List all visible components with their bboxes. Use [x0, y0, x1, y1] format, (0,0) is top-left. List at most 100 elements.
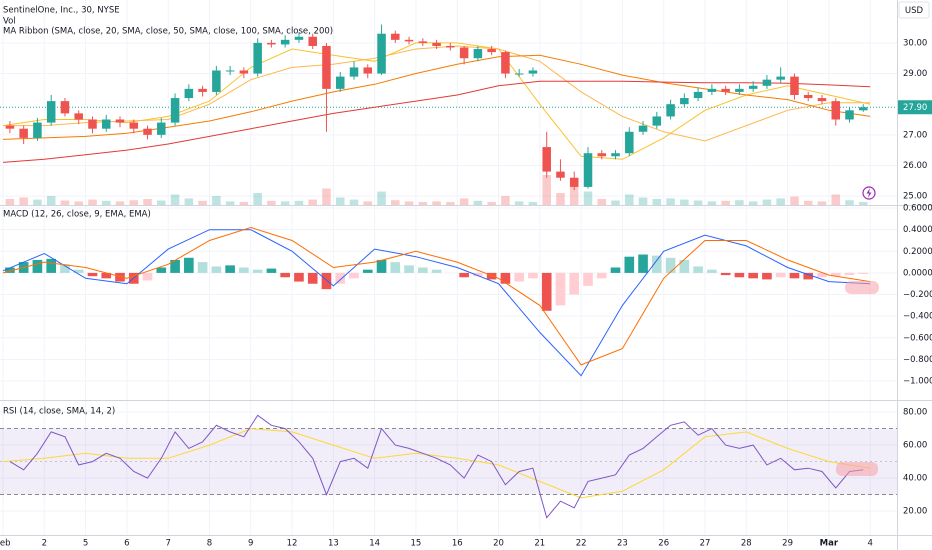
candle-body	[184, 88, 194, 99]
volume-bar	[625, 194, 634, 205]
last-price-box	[898, 100, 932, 115]
candle-body	[19, 128, 28, 138]
volume-bar	[845, 200, 854, 205]
volume-bar	[308, 199, 317, 205]
histogram-bar	[390, 262, 401, 273]
symbol-title: SentinelOne, Inc., 30, NYSE	[3, 6, 120, 16]
x-tick-label: 14	[369, 539, 380, 549]
candle-body	[101, 119, 111, 129]
candle-body	[253, 42, 262, 74]
histogram-bar	[583, 272, 593, 286]
volume-bar	[253, 193, 262, 205]
x-tick-label: 12	[287, 539, 298, 549]
volume-bar	[198, 200, 207, 205]
histogram-bar	[473, 272, 483, 277]
candle-body	[335, 76, 345, 89]
volume-bar	[790, 196, 799, 205]
candle-body	[831, 101, 841, 120]
volume-bar	[556, 193, 565, 205]
volume-bar	[762, 199, 772, 205]
histogram-bar	[555, 272, 566, 306]
volume-bar	[473, 200, 483, 205]
candle-body	[198, 88, 207, 92]
histogram-bar	[569, 272, 580, 295]
y-tick-label: −0.8000	[903, 355, 932, 365]
volume-bar	[487, 202, 496, 205]
candle-body	[845, 110, 854, 120]
x-tick-label: 27	[700, 539, 711, 549]
volume-bar	[446, 202, 455, 205]
volume-bar	[432, 201, 441, 205]
candle-body	[735, 88, 744, 92]
y-tick-label: 25.00	[903, 192, 927, 202]
volume-bar	[803, 200, 813, 205]
histogram-bar	[239, 267, 249, 273]
candle-body	[625, 131, 634, 154]
volume-bar	[294, 200, 304, 205]
volume-bar	[652, 199, 662, 205]
x-tick-label: 21	[534, 539, 545, 549]
y-tick-label: 0.0000	[903, 268, 932, 278]
volume-bar	[817, 201, 827, 205]
y-tick-label: 40.00	[903, 474, 927, 484]
x-tick-label: 9	[248, 539, 253, 549]
highlight	[845, 281, 879, 294]
currency-box[interactable]	[898, 1, 930, 19]
x-tick-label: 6	[124, 539, 129, 549]
y-tick-label: 60.00	[903, 441, 927, 451]
x-tick-label: 20	[493, 539, 504, 549]
candle-body	[707, 88, 717, 92]
x-tick-label: 29	[782, 539, 793, 549]
candle-body	[33, 122, 42, 138]
histogram-bar	[707, 269, 717, 273]
volume-bar	[115, 201, 125, 205]
histogram-bar	[115, 272, 125, 282]
histogram-bar	[211, 266, 222, 273]
histogram-bar	[803, 272, 814, 280]
candle-body	[170, 98, 180, 123]
histogram-bar	[459, 272, 469, 278]
candle-body	[748, 85, 758, 89]
x-tick-label: 2	[42, 539, 47, 549]
histogram-bar	[844, 272, 855, 276]
volume-bar	[514, 201, 524, 205]
volume-bar	[280, 201, 290, 205]
histogram-bar	[486, 272, 497, 280]
x-tick-label: 13	[328, 539, 339, 549]
candle-body	[129, 122, 139, 129]
candle-body	[294, 36, 304, 40]
candle-body	[157, 122, 166, 135]
y-tick-label: 27.00	[903, 130, 927, 140]
y-tick-label: −0.4000	[903, 312, 932, 322]
candle-body	[60, 101, 70, 114]
candle-body	[432, 42, 441, 46]
candle-body	[418, 41, 428, 43]
volume-bar	[74, 201, 83, 205]
candle-body	[5, 125, 15, 129]
volume-bar	[666, 198, 675, 205]
candle-body	[280, 39, 290, 45]
candle-body	[391, 33, 400, 40]
last-price-label: 27.90	[903, 103, 927, 113]
candle-body	[143, 128, 152, 135]
candle-body	[611, 153, 620, 157]
candle-body	[239, 70, 249, 74]
candle-body	[377, 33, 386, 74]
histogram-bar	[762, 272, 772, 280]
candle-body	[459, 47, 469, 59]
histogram-bar	[197, 262, 208, 273]
candle-body	[721, 88, 730, 92]
volume-bar	[129, 200, 139, 205]
volume-bar	[638, 197, 648, 205]
histogram-bar	[679, 259, 690, 273]
volume-bar	[418, 202, 428, 205]
rsi-title: RSI (14, close, SMA, 14, 2)	[3, 407, 115, 417]
histogram-bar	[60, 264, 70, 273]
volume-bar	[143, 199, 152, 205]
ma-line	[2, 80, 871, 163]
y-tick-label: −0.6000	[903, 333, 932, 343]
volume-bar	[101, 200, 111, 205]
x-tick-label: 26	[658, 539, 669, 549]
volume-bar	[680, 199, 689, 205]
